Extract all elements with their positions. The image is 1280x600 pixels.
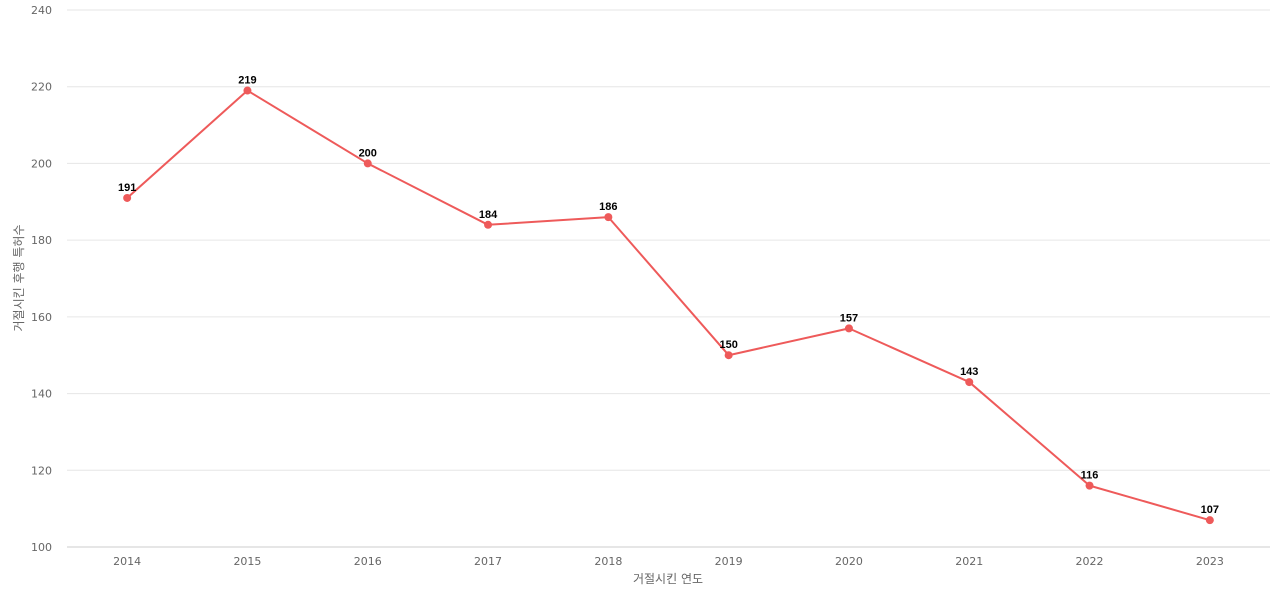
x-tick-label: 2017 — [474, 555, 502, 568]
y-tick-label: 140 — [31, 388, 52, 401]
data-label: 200 — [359, 147, 377, 159]
data-label: 191 — [118, 182, 136, 194]
data-label: 186 — [599, 201, 617, 213]
x-tick-label: 2020 — [835, 555, 863, 568]
data-label: 116 — [1081, 470, 1099, 482]
y-tick-label: 120 — [31, 464, 52, 477]
x-tick-label: 2018 — [594, 555, 622, 568]
data-point[interactable] — [1085, 481, 1094, 490]
y-tick-label: 160 — [31, 311, 52, 324]
data-point[interactable] — [1205, 516, 1214, 525]
series-line — [126, 89, 1211, 522]
data-point[interactable] — [484, 220, 493, 229]
y-tick-label: 200 — [31, 157, 52, 170]
x-tick-label: 2019 — [715, 555, 743, 568]
data-point[interactable] — [243, 86, 252, 95]
data-label: 219 — [238, 75, 256, 87]
y-tick-label: 220 — [31, 81, 52, 94]
y-axis-ticks: 100 120 140 160 180 200 220 240 — [31, 4, 52, 554]
y-tick-label: 240 — [31, 4, 52, 17]
x-tick-label: 2022 — [1076, 555, 1104, 568]
data-label: 150 — [719, 339, 737, 351]
data-point[interactable] — [844, 324, 853, 333]
x-tick-label: 2016 — [354, 555, 382, 568]
x-axis-ticks: 2014 2015 2016 2017 2018 2019 2020 2021 2022 2023 — [113, 555, 1224, 568]
y-tick-label: 100 — [31, 541, 52, 554]
x-tick-label: 2023 — [1196, 555, 1224, 568]
data-label: 157 — [840, 312, 858, 324]
data-label: 184 — [479, 209, 498, 221]
data-labels: 191 219 200 184 186 150 157 143 116 107 — [118, 75, 1219, 517]
x-tick-label: 2021 — [955, 555, 983, 568]
data-point[interactable] — [604, 213, 613, 222]
data-point[interactable] — [965, 378, 974, 387]
y-tick-label: 180 — [31, 234, 52, 247]
data-point[interactable] — [123, 193, 132, 202]
data-label: 107 — [1201, 504, 1219, 516]
x-axis-title: 거절시킨 연도 — [633, 572, 703, 586]
gridlines — [67, 9, 1270, 548]
data-point[interactable] — [724, 351, 733, 360]
data-label: 143 — [960, 366, 978, 378]
x-tick-label: 2014 — [113, 555, 141, 568]
x-tick-label: 2015 — [233, 555, 261, 568]
y-axis-title: 거절시킨 후행 특허수 — [11, 225, 26, 332]
series-layer — [123, 86, 1214, 525]
data-point[interactable] — [363, 159, 372, 168]
